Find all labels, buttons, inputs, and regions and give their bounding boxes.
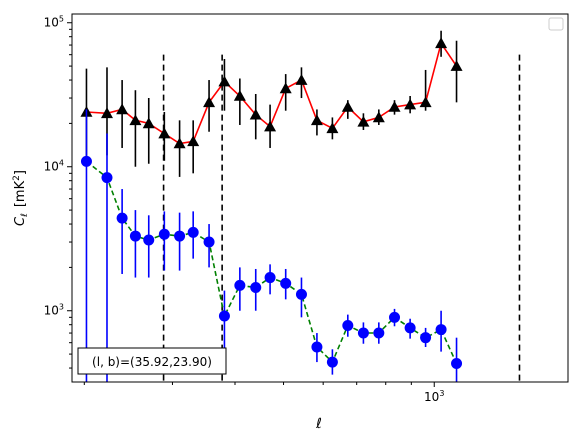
- data-point-triangle: [249, 108, 262, 120]
- data-point-triangle: [404, 98, 417, 110]
- y-tick-label: 104: [44, 159, 64, 174]
- data-point-circle: [357, 327, 369, 339]
- x-axis-ticks: 103: [83, 382, 444, 404]
- data-point-circle: [101, 172, 113, 184]
- data-point-triangle: [310, 114, 323, 126]
- data-point-triangle: [203, 96, 216, 108]
- data-point-circle: [143, 234, 155, 246]
- data-point-triangle: [341, 100, 354, 112]
- data-point-triangle: [357, 115, 370, 127]
- data-point-circle: [129, 230, 141, 242]
- y-axis-label: Cℓ[mK2]: [12, 170, 30, 226]
- data-point-triangle: [187, 135, 200, 147]
- data-point-triangle: [142, 117, 155, 129]
- data-point-circle: [264, 272, 276, 284]
- vertical-reference-lines: [162, 54, 521, 382]
- annotation-frame: [77, 347, 227, 375]
- data-point-circle: [80, 155, 92, 167]
- x-axis-label: ℓ: [315, 416, 322, 432]
- y-tick-label: 103: [44, 303, 64, 318]
- data-point-triangle: [173, 137, 186, 149]
- data-point-circle: [116, 212, 128, 224]
- legend-box: [548, 17, 564, 31]
- data-point-triangle: [295, 74, 308, 85]
- data-point-triangle: [158, 127, 171, 139]
- data-point-triangle: [233, 89, 246, 101]
- data-point-triangle: [279, 82, 292, 94]
- data-point-circle: [326, 356, 338, 368]
- data-point-triangle: [388, 100, 401, 112]
- data-point-triangle: [435, 37, 448, 49]
- data-point-circle: [158, 228, 170, 240]
- data-point-circle: [203, 236, 215, 248]
- data-point-circle: [295, 288, 307, 300]
- data-point-triangle: [450, 60, 463, 71]
- series-2: [80, 109, 463, 382]
- data-point-circle: [435, 324, 447, 336]
- data-point-triangle: [419, 96, 432, 108]
- data-point-circle: [174, 230, 186, 242]
- data-point-circle: [218, 310, 230, 322]
- series-1: [80, 30, 463, 177]
- data-point-circle: [250, 282, 262, 294]
- plot-frame: [71, 13, 569, 383]
- data-point-circle: [187, 226, 199, 238]
- y-tick-label: 105: [44, 15, 64, 30]
- data-point-triangle: [218, 75, 231, 87]
- x-tick-label: 103: [424, 389, 444, 404]
- data-point-triangle: [129, 114, 142, 126]
- series-line: [86, 160, 458, 364]
- data-point-circle: [451, 358, 463, 370]
- data-point-triangle: [372, 111, 385, 123]
- data-point-circle: [280, 277, 292, 289]
- data-point-circle: [373, 327, 385, 339]
- data-point-circle: [420, 332, 432, 344]
- data-point-circle: [342, 319, 354, 331]
- annotation-box: (l, b)=(35.92,23.90): [77, 347, 227, 375]
- data-point-circle: [311, 341, 323, 353]
- y-axis-ticks: 103 104 105: [44, 15, 72, 369]
- data-point-triangle: [100, 107, 113, 119]
- data-point-triangle: [264, 120, 277, 132]
- data-point-circle: [234, 279, 246, 291]
- data-point-circle: [389, 311, 401, 323]
- data-point-triangle: [116, 103, 129, 115]
- annotation-text: (l, b)=(35.92,23.90): [92, 355, 212, 369]
- data-point-triangle: [326, 122, 339, 134]
- series-layer: [80, 30, 463, 382]
- data-point-circle: [404, 322, 416, 334]
